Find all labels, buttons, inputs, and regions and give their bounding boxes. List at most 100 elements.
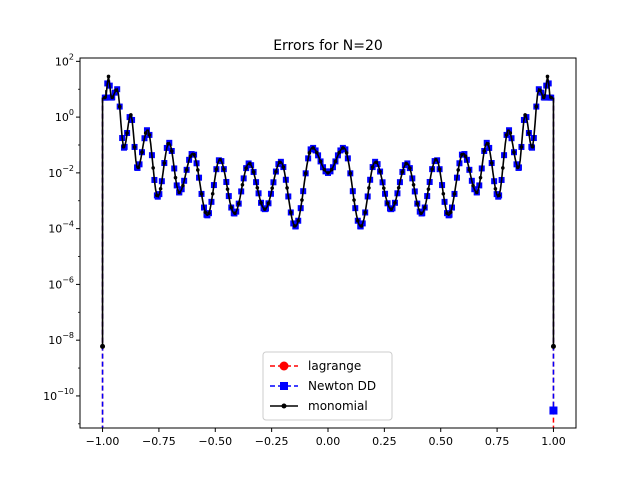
monomial-marker — [538, 88, 542, 92]
monomial-marker — [307, 151, 312, 155]
x-tick-label: 0.00 — [316, 435, 341, 448]
monomial-marker — [218, 157, 222, 162]
monomial-marker — [225, 187, 230, 191]
monomial-marker — [523, 113, 527, 117]
monomial-marker — [121, 144, 126, 149]
monomial-marker — [222, 167, 226, 171]
monomial-marker — [300, 198, 304, 202]
x-tick-label: −0.25 — [255, 435, 289, 448]
monomial-marker — [114, 88, 118, 92]
x-tick-label: 0.75 — [485, 435, 510, 448]
monomial-marker — [184, 168, 189, 172]
monomial-marker — [196, 168, 200, 172]
monomial-marker — [452, 192, 457, 196]
legend-item: Newton DD — [270, 379, 376, 393]
y-tick-label: 10−8 — [48, 331, 74, 347]
monomial-marker — [456, 168, 461, 172]
monomial-marker — [188, 154, 193, 159]
y-tick-label: 102 — [55, 52, 74, 68]
monomial-marker — [155, 193, 159, 198]
monomial-marker — [415, 201, 420, 206]
monomial-marker — [125, 131, 129, 135]
x-axis: −1.00 −0.75 −0.50 −0.25 0.00 0.25 0.50 0.75 1.00 — [86, 428, 566, 448]
monomial-marker — [382, 186, 386, 190]
monomial-marker — [266, 201, 271, 206]
monomial-marker — [430, 167, 434, 171]
y-tick-label: 10−2 — [48, 164, 74, 180]
monomial-marker — [322, 167, 327, 172]
monomial-marker — [233, 211, 237, 216]
endpoint-layer — [100, 343, 558, 415]
monomial-marker — [348, 171, 353, 176]
monomial-marker — [210, 191, 215, 196]
monomial-marker — [337, 150, 341, 155]
monomial-marker — [355, 218, 360, 223]
monomial-marker — [404, 161, 408, 166]
monomial-marker — [493, 186, 498, 191]
monomial-marker — [367, 186, 371, 190]
monomial-marker — [151, 166, 155, 170]
monomial-marker — [255, 185, 260, 190]
y-tick-label: 10−4 — [48, 220, 74, 236]
monomial-marker — [504, 133, 509, 137]
monomial-marker — [363, 210, 368, 215]
monomial-marker — [262, 207, 267, 211]
monomial-marker — [240, 182, 245, 187]
monomial-marker — [344, 151, 349, 155]
monomial-marker — [393, 201, 397, 205]
monomial-marker — [248, 161, 252, 166]
monomial-marker — [110, 95, 115, 100]
monomial-marker — [181, 183, 185, 188]
monomial-marker — [341, 146, 345, 150]
monomial-marker — [445, 211, 449, 215]
monomial-marker — [408, 166, 412, 170]
monomial-marker — [396, 185, 401, 190]
monomial-marker — [166, 142, 170, 146]
monomial-marker — [370, 165, 375, 169]
monomial-markers — [103, 74, 553, 228]
x-tick-label: −0.75 — [142, 435, 176, 448]
monomial-marker — [173, 175, 178, 180]
monomial-marker — [289, 210, 293, 215]
monomial-marker — [326, 171, 330, 175]
monomial-marker — [229, 205, 234, 210]
newton-right-endpoint — [549, 406, 558, 415]
monomial-marker — [467, 168, 472, 172]
monomial-marker — [136, 165, 141, 170]
legend-item: lagrange — [270, 359, 361, 373]
monomial-marker — [534, 104, 539, 109]
monomial-marker — [411, 182, 416, 187]
monomial-marker — [352, 198, 356, 202]
y-tick-label: 100 — [55, 108, 74, 124]
monomial-marker — [515, 165, 520, 170]
monomial-marker — [385, 201, 390, 206]
monomial-marker — [389, 207, 394, 211]
monomial-marker — [143, 131, 148, 135]
legend-label: monomial — [308, 399, 368, 413]
monomial-marker — [292, 224, 297, 228]
monomial-marker — [147, 133, 152, 137]
legend-marker-square — [280, 382, 288, 390]
legend-box — [262, 351, 393, 421]
monomial-marker — [303, 171, 308, 176]
monomial-marker — [162, 161, 167, 165]
monomial-marker — [333, 159, 338, 164]
chart-title: Errors for N=20 — [273, 38, 383, 54]
monomial-left-endpoint — [100, 343, 106, 349]
monomial-marker — [270, 186, 275, 190]
monomial-marker — [512, 150, 516, 155]
monomial-marker — [400, 170, 405, 174]
monomial-marker — [158, 186, 163, 191]
monomial-marker — [508, 131, 513, 135]
monomial-marker — [277, 160, 282, 165]
monomial-marker — [192, 152, 196, 157]
monomial-marker — [259, 201, 263, 205]
monomial-marker — [132, 145, 137, 149]
monomial-marker — [519, 145, 524, 149]
monomial-marker — [378, 169, 382, 174]
monomial-marker — [177, 190, 181, 195]
monomial-marker — [530, 144, 535, 149]
monomial-marker — [448, 210, 453, 214]
x-tick-label: −1.00 — [86, 435, 120, 448]
monomial-marker — [497, 193, 501, 198]
